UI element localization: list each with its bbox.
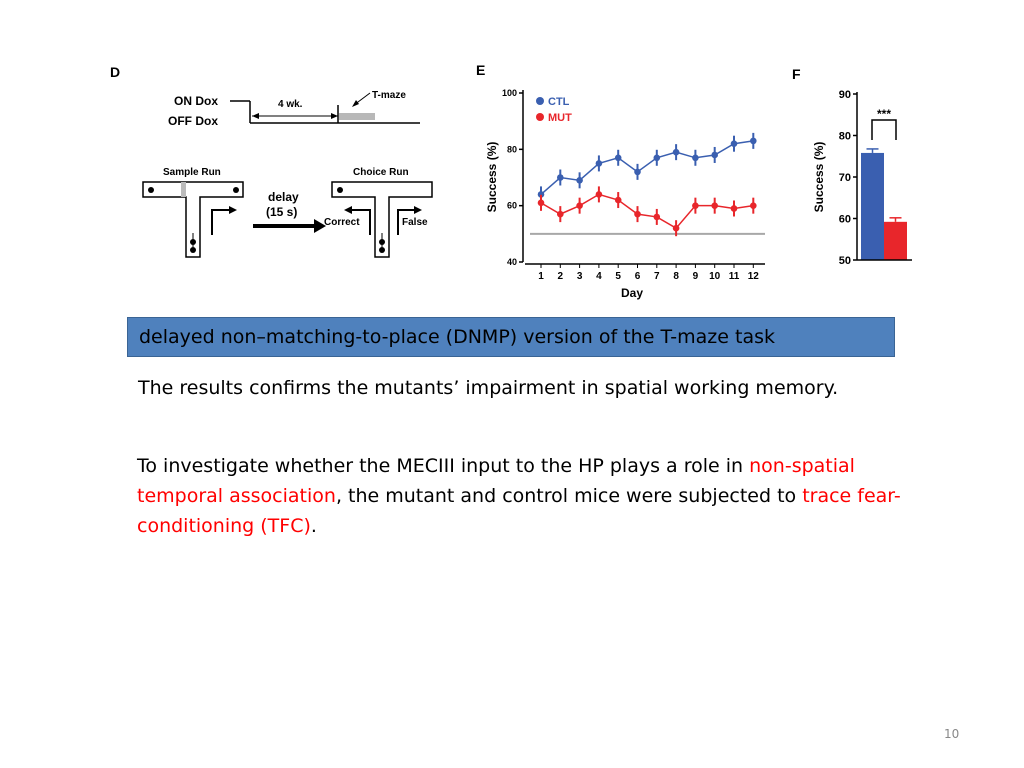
data-point-mut — [557, 210, 564, 218]
slide-number: 10 — [944, 727, 960, 741]
paragraph-highlight-2: trace fear-conditioning (TFC) — [137, 485, 901, 537]
caption-text: delayed non–matching-to-place (DNMP) ver… — [139, 326, 776, 348]
y-tick-label: 50 — [839, 255, 851, 267]
data-point-mut — [730, 205, 738, 212]
series-line-ctl — [540, 140, 754, 195]
data-point-ctl — [595, 160, 603, 167]
y-axis-label: Success (%) — [485, 142, 499, 213]
data-point-mut — [711, 202, 718, 209]
data-point-ctl — [711, 151, 718, 159]
data-point-ctl — [537, 191, 545, 198]
y-tick-label: 60 — [839, 214, 851, 226]
y-axis-label: Success (%) — [812, 142, 826, 213]
y-tick-label: 80 — [839, 131, 851, 143]
off-dox-label: OFF Dox — [168, 114, 218, 128]
on-dox-label: ON Dox — [174, 94, 219, 108]
data-point-ctl — [614, 154, 622, 162]
paragraph: To investigate whether the MECIII input … — [137, 451, 937, 541]
sample-t-maze — [142, 181, 244, 258]
legend-marker-ctl — [536, 97, 544, 105]
panel-d-letter: D — [110, 64, 121, 80]
significance-label: *** — [877, 107, 891, 121]
x-tick-label: 2 — [558, 271, 564, 282]
duration-label: 4 wk. — [278, 99, 303, 110]
t-maze-label: T-maze — [372, 90, 406, 101]
x-axis-label: Day — [621, 286, 643, 300]
x-tick-label: 1 — [538, 271, 544, 282]
data-point-mut — [614, 196, 622, 204]
correct-label: Correct — [324, 217, 360, 228]
x-tick-label: 3 — [577, 271, 583, 282]
panel-d-diagram — [142, 92, 433, 258]
false-label: False — [402, 217, 428, 228]
data-point-ctl — [634, 168, 641, 176]
choice-run-label: Choice Run — [353, 167, 409, 178]
sample-run-label: Sample Run — [163, 167, 221, 178]
choice-t-maze — [331, 181, 433, 258]
result-text: The results confirms the mutants’ impair… — [138, 377, 839, 399]
y-tick-label: 60 — [507, 201, 517, 211]
data-point-mut — [595, 191, 603, 198]
x-tick-label: 5 — [615, 271, 621, 282]
caption-box: delayed non–matching-to-place (DNMP) ver… — [127, 317, 895, 357]
data-point-mut — [653, 213, 661, 221]
data-point-mut — [537, 199, 545, 207]
x-tick-label: 6 — [635, 271, 641, 282]
y-tick-label: 70 — [839, 172, 851, 184]
legend-label-ctl: CTL — [548, 96, 570, 108]
panel-f-letter: F — [792, 66, 801, 82]
y-tick-label: 80 — [507, 144, 517, 154]
x-tick-label: 10 — [709, 271, 721, 282]
data-point-mut — [750, 202, 757, 209]
delay-time-label: (15 s) — [266, 205, 298, 219]
delay-label: delay — [268, 190, 299, 204]
x-tick-label: 7 — [654, 271, 660, 282]
paragraph-part-1: To investigate whether the MECIII input … — [137, 455, 750, 477]
y-tick-label: 100 — [502, 88, 517, 98]
data-point-mut — [692, 202, 699, 209]
legend-label-mut: MUT — [548, 112, 572, 124]
significance-bracket — [871, 119, 897, 140]
x-tick-label: 8 — [673, 271, 679, 282]
data-point-mut — [576, 202, 583, 209]
x-tick-label: 9 — [693, 271, 699, 282]
paragraph-part-3: . — [310, 515, 317, 537]
data-point-mut — [634, 210, 641, 218]
bar-ctl — [861, 152, 884, 260]
y-tick-label: 90 — [839, 89, 851, 101]
bar-chart-success: 50 60 70 80 90 *** Success (%) — [812, 89, 912, 267]
data-point-ctl — [653, 154, 661, 162]
t-maze-period — [339, 113, 375, 120]
legend-marker-mut — [536, 113, 544, 121]
x-tick-label: 12 — [748, 271, 760, 282]
data-point-ctl — [576, 177, 583, 184]
data-point-ctl — [557, 174, 564, 181]
data-point-ctl — [672, 148, 680, 156]
data-point-mut — [672, 224, 680, 232]
y-tick-label: 40 — [507, 257, 517, 267]
paragraph-part-2: , the mutant and control mice were subje… — [335, 485, 803, 507]
panel-e-letter: E — [476, 62, 486, 78]
data-point-ctl — [730, 140, 738, 147]
series-line-mut — [540, 193, 754, 230]
x-tick-label: 4 — [596, 271, 602, 282]
data-point-ctl — [750, 137, 757, 145]
data-point-ctl — [692, 154, 699, 162]
paragraph-highlight-1: non-spatial temporal association — [137, 455, 855, 507]
bar-mut — [884, 221, 907, 260]
x-tick-label: 11 — [729, 271, 740, 282]
